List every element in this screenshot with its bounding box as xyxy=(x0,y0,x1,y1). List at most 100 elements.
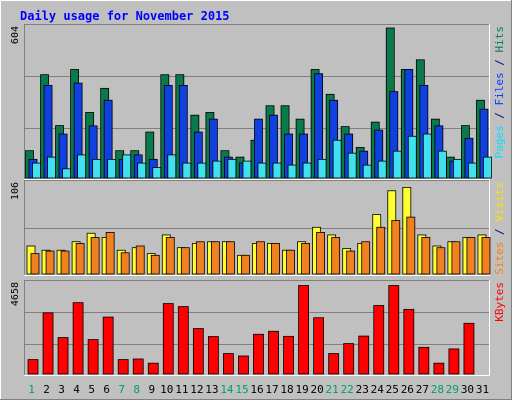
day-label-21: 21 xyxy=(326,383,339,396)
day-label-15: 15 xyxy=(235,383,248,396)
day-label-14: 14 xyxy=(220,383,234,396)
hits-bar-pages-day-27 xyxy=(422,133,432,179)
kbytes-bar-kbytes-day-25 xyxy=(388,285,400,375)
visits-bar-sites-day-10 xyxy=(165,237,175,275)
hits-bar-pages-day-10 xyxy=(167,154,177,179)
hits-bar-pages-day-14 xyxy=(227,158,237,179)
hits-bar-pages-day-28 xyxy=(437,150,447,179)
hits-bar-pages-day-20 xyxy=(317,158,327,179)
hits-legend-item-4: Hits xyxy=(493,26,506,53)
day-label-1: 1 xyxy=(28,383,35,396)
kbytes-bar-kbytes-day-1 xyxy=(27,359,39,375)
kbytes-bar-kbytes-day-9 xyxy=(147,362,159,375)
hits-panel: 604 Pages / Files / Hits xyxy=(10,24,506,180)
day-axis-labels: 1 2 3 4 5 6 7 8 9 10 11 12 13 14 15 16 17 18 19 20 21 22 23 24 2… xyxy=(28,383,489,396)
visits-bar-sites-day-15 xyxy=(241,254,250,275)
hits-legend-item-2: Files xyxy=(493,72,506,105)
hits-bar-pages-day-25 xyxy=(392,150,402,179)
kbytes-bar-kbytes-day-26 xyxy=(403,308,415,375)
hits-bar-pages-day-23 xyxy=(362,164,372,179)
day-label-9: 9 xyxy=(148,383,155,396)
kbytes-max-label: 4658 xyxy=(10,282,21,306)
day-label-12: 12 xyxy=(190,383,203,396)
kbytes-bar-kbytes-day-8 xyxy=(132,358,144,375)
visits-bar-sites-day-23 xyxy=(361,241,371,275)
kbytes-bar-kbytes-day-12 xyxy=(192,328,204,375)
visits-bar-sites-day-29 xyxy=(451,241,461,275)
chart-title: Daily usage for November 2015 xyxy=(20,9,230,23)
hits-bar-pages-day-11 xyxy=(182,162,192,179)
kbytes-bar-kbytes-day-10 xyxy=(162,303,174,375)
hits-bar-pages-day-31 xyxy=(483,156,492,179)
kbytes-legend: KBytes xyxy=(493,282,506,322)
day-label-23: 23 xyxy=(356,383,369,396)
visits-legend-item-2: Visits xyxy=(493,182,506,222)
kbytes-bar-kbytes-day-22 xyxy=(343,343,355,375)
kbytes-bar-kbytes-day-20 xyxy=(313,317,325,375)
hits-bar-pages-day-24 xyxy=(377,160,387,179)
visits-bar-sites-day-16 xyxy=(256,241,265,275)
hits-bar-pages-day-21 xyxy=(332,139,342,179)
kbytes-bar-kbytes-day-5 xyxy=(87,339,99,375)
hits-bar-pages-day-22 xyxy=(347,152,357,179)
visits-legend-item-1: / xyxy=(493,222,506,242)
hits-bar-pages-day-19 xyxy=(302,162,312,179)
kbytes-bar-kbytes-day-3 xyxy=(57,337,69,375)
kbytes-bar-kbytes-day-15 xyxy=(238,355,249,375)
hits-bar-pages-day-5 xyxy=(92,158,102,179)
kbytes-bar-kbytes-day-4 xyxy=(72,302,84,375)
day-label-27: 27 xyxy=(416,383,429,396)
kbytes-bar-kbytes-day-29 xyxy=(448,348,460,375)
day-label-30: 30 xyxy=(461,383,474,396)
visits-bar-sites-day-24 xyxy=(376,226,386,275)
visits-bar-sites-day-17 xyxy=(271,243,280,275)
kbytes-bar-kbytes-day-21 xyxy=(328,353,340,375)
visits-legend-item-0: Sites xyxy=(493,242,506,275)
visits-legend: Sites / Visits xyxy=(493,182,506,275)
visits-bar-sites-day-27 xyxy=(421,237,431,275)
kbytes-bar-kbytes-day-27 xyxy=(418,346,430,375)
kbytes-bar-kbytes-day-11 xyxy=(177,306,189,375)
day-label-7: 7 xyxy=(118,383,125,396)
visits-bar-sites-day-6 xyxy=(105,231,115,275)
visits-bar-sites-day-21 xyxy=(331,237,341,275)
kbytes-bar-kbytes-day-17 xyxy=(268,330,279,375)
visits-panel: 106 Sites / Visits xyxy=(10,180,506,276)
day-label-6: 6 xyxy=(103,383,110,396)
hits-bar-pages-day-8 xyxy=(137,162,147,179)
kbytes-bar-kbytes-day-16 xyxy=(253,333,264,375)
day-label-16: 16 xyxy=(250,383,263,396)
day-label-28: 28 xyxy=(431,383,444,396)
visits-bar-sites-day-11 xyxy=(180,247,190,275)
kbytes-bar-kbytes-day-2 xyxy=(42,312,54,375)
visits-bar-sites-day-3 xyxy=(60,250,70,275)
hits-bar-pages-day-17 xyxy=(272,162,282,179)
hits-bar-pages-day-4 xyxy=(77,154,86,179)
hits-bar-pages-day-1 xyxy=(32,162,41,179)
hits-bar-pages-day-30 xyxy=(468,162,477,179)
day-label-25: 25 xyxy=(386,383,399,396)
visits-bar-sites-day-22 xyxy=(346,250,356,275)
day-label-17: 17 xyxy=(265,383,278,396)
day-label-22: 22 xyxy=(341,383,354,396)
kbytes-panel: 4658 KBytes xyxy=(10,280,506,376)
kbytes-bar-kbytes-day-30 xyxy=(463,322,475,375)
kbytes-bar-kbytes-day-23 xyxy=(358,335,370,375)
hits-bar-pages-day-3 xyxy=(62,168,71,179)
hits-bar-pages-day-12 xyxy=(197,162,207,179)
hits-legend-item-3: / xyxy=(493,53,506,73)
visits-bar-sites-day-4 xyxy=(75,243,85,275)
visits-bar-sites-day-31 xyxy=(481,237,491,275)
chart-panels: 604 Pages / Files / Hits 106 Sites / Visits… xyxy=(10,24,506,376)
day-label-3: 3 xyxy=(58,383,65,396)
visits-bar-sites-day-25 xyxy=(391,220,401,275)
kbytes-bar-kbytes-day-19 xyxy=(298,285,309,375)
visits-bar-sites-day-20 xyxy=(316,231,326,275)
day-label-29: 29 xyxy=(446,383,459,396)
visits-max-label: 106 xyxy=(10,182,21,200)
kbytes-bar-kbytes-day-6 xyxy=(102,316,114,375)
hits-bar-pages-day-16 xyxy=(257,162,267,179)
day-label-4: 4 xyxy=(73,383,80,396)
kbytes-bar-kbytes-day-18 xyxy=(283,335,294,375)
kbytes-bar-kbytes-day-24 xyxy=(373,305,385,375)
